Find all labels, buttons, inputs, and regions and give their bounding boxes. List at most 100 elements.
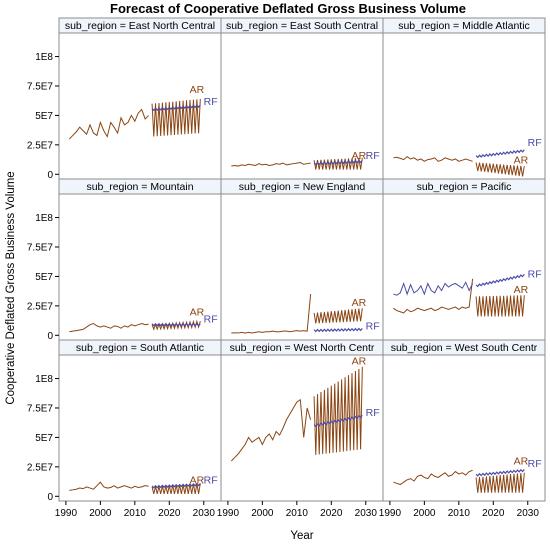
- panel-strip-label: sub_region = West South Centr: [391, 342, 538, 354]
- rf-label: RF: [366, 150, 380, 162]
- y-tick-label: 2.5E7: [27, 462, 54, 473]
- panel-strip-label: sub_region = New England: [239, 181, 366, 193]
- ar-forecast-line: [475, 472, 525, 493]
- rf-label: RF: [204, 96, 218, 108]
- y-tick-label: 7.5E7: [27, 403, 54, 414]
- panel-frame: [58, 354, 222, 502]
- x-tick-label: 1990: [55, 508, 78, 519]
- panel-strip-label: sub_region = Pacific: [417, 181, 512, 193]
- x-tick-label: 1990: [379, 508, 402, 519]
- x-tick-label: 2000: [413, 508, 436, 519]
- ar-label: AR: [190, 306, 205, 318]
- ar-label: AR: [514, 284, 529, 296]
- rf-forecast-line: [313, 327, 363, 333]
- ar-label: AR: [352, 297, 367, 309]
- x-tick-label: 2020: [320, 508, 343, 519]
- y-tick-label: 5E7: [35, 272, 53, 283]
- y-tick-label: 0: [47, 170, 53, 181]
- panel-strip-label: sub_region = East North Central: [65, 20, 215, 32]
- x-tick-label: 2010: [448, 508, 471, 519]
- ar-forecast-line: [313, 366, 363, 455]
- rf-label: RF: [528, 269, 542, 281]
- x-tick-label: 2030: [193, 508, 216, 519]
- panel: sub_region = Middle Atlantic AR RF: [382, 17, 546, 180]
- history-line: [68, 108, 149, 140]
- panel-frame: [220, 193, 384, 341]
- history-line: [231, 161, 311, 167]
- rf-forecast-line: [151, 482, 201, 489]
- panel-strip-label: sub_region = East South Central: [226, 20, 378, 32]
- y-tick-label: 0: [47, 492, 53, 503]
- rf-forecast-line: [151, 322, 201, 327]
- history-line: [393, 469, 473, 486]
- x-tick-label: 2030: [355, 508, 378, 519]
- rf-forecast-line: [151, 104, 201, 112]
- panel: sub_region = South Atlantic AR RF: [58, 339, 222, 502]
- y-tick-label: 2.5E7: [27, 301, 54, 312]
- y-axis-ticks: 0 2.5E7 5E7 7.5E7 1E8 0 2.5E7 5E7 7.5E7 1E8 0 2.5E7…: [27, 52, 59, 503]
- x-tick-label: 2010: [124, 508, 147, 519]
- rf-label: RF: [204, 474, 218, 486]
- x-axis-label: Year: [290, 530, 313, 542]
- rf-label: RF: [528, 458, 542, 470]
- history-line: [231, 294, 312, 334]
- y-tick-label: 2.5E7: [27, 140, 54, 151]
- ar-forecast-line: [313, 308, 363, 324]
- ar-label: AR: [190, 474, 205, 486]
- panel: sub_region = New England AR RF: [220, 178, 384, 341]
- ar-forecast-line: [313, 157, 363, 170]
- ar-forecast-line: [475, 295, 525, 317]
- rf-forecast-line: [313, 159, 363, 166]
- panel-frame: [382, 193, 546, 341]
- panel-grid: sub_region = East North CentralARRFsub_r…: [58, 17, 546, 502]
- ar-label: AR: [352, 355, 367, 367]
- x-tick-label: 2030: [517, 508, 540, 519]
- ar-label: AR: [514, 456, 529, 468]
- panel-strip-label: sub_region = Middle Atlantic: [398, 20, 530, 32]
- rf-label: RF: [204, 313, 218, 325]
- history-line: [69, 481, 149, 491]
- history-line: [69, 322, 149, 333]
- panel: sub_region = West South Centr AR RF: [382, 339, 546, 502]
- panel-frame: [58, 193, 222, 341]
- y-tick-label: 1E8: [35, 52, 53, 63]
- panel-strip-label: sub_region = Mountain: [86, 181, 193, 193]
- x-tick-label: 2000: [251, 508, 274, 519]
- x-tick-label: 2020: [482, 508, 505, 519]
- panel-strip-label: sub_region = West North Centr: [230, 342, 375, 354]
- x-tick-label: 1990: [217, 508, 240, 519]
- history-line-rf: [393, 281, 474, 296]
- y-tick-label: 1E8: [35, 374, 53, 385]
- panel: sub_region = East South Central AR RF: [220, 17, 384, 180]
- history-line: [230, 398, 312, 462]
- ar-forecast-line: [475, 162, 525, 177]
- panel-strip-label: sub_region = South Atlantic: [76, 342, 204, 354]
- ar-label: AR: [514, 155, 529, 167]
- history-line: [393, 156, 473, 162]
- y-tick-label: 1E8: [35, 213, 53, 224]
- panel: sub_region = Pacific AR RF: [382, 178, 546, 341]
- rf-forecast-line: [475, 149, 525, 159]
- y-axis-label: Cooperative Deflated Gross Business Volu…: [5, 171, 17, 404]
- chart-title: Forecast of Cooperative Deflated Gross B…: [110, 1, 466, 16]
- y-tick-label: 5E7: [35, 111, 53, 122]
- history-line: [393, 278, 474, 314]
- y-tick-label: 7.5E7: [27, 242, 54, 253]
- rf-forecast-line: [475, 468, 525, 477]
- ar-forecast-line: [151, 98, 201, 137]
- rf-forecast-line: [313, 414, 363, 428]
- rf-label: RF: [366, 320, 380, 332]
- panel-frame: [382, 32, 546, 180]
- x-tick-label: 2010: [286, 508, 309, 519]
- y-tick-label: 5E7: [35, 433, 53, 444]
- rf-forecast-line: [475, 273, 525, 288]
- rf-label: RF: [366, 407, 380, 419]
- rf-label: RF: [528, 137, 542, 149]
- ar-label: AR: [190, 84, 205, 96]
- x-tick-label: 2020: [158, 508, 181, 519]
- x-tick-label: 2000: [89, 508, 112, 519]
